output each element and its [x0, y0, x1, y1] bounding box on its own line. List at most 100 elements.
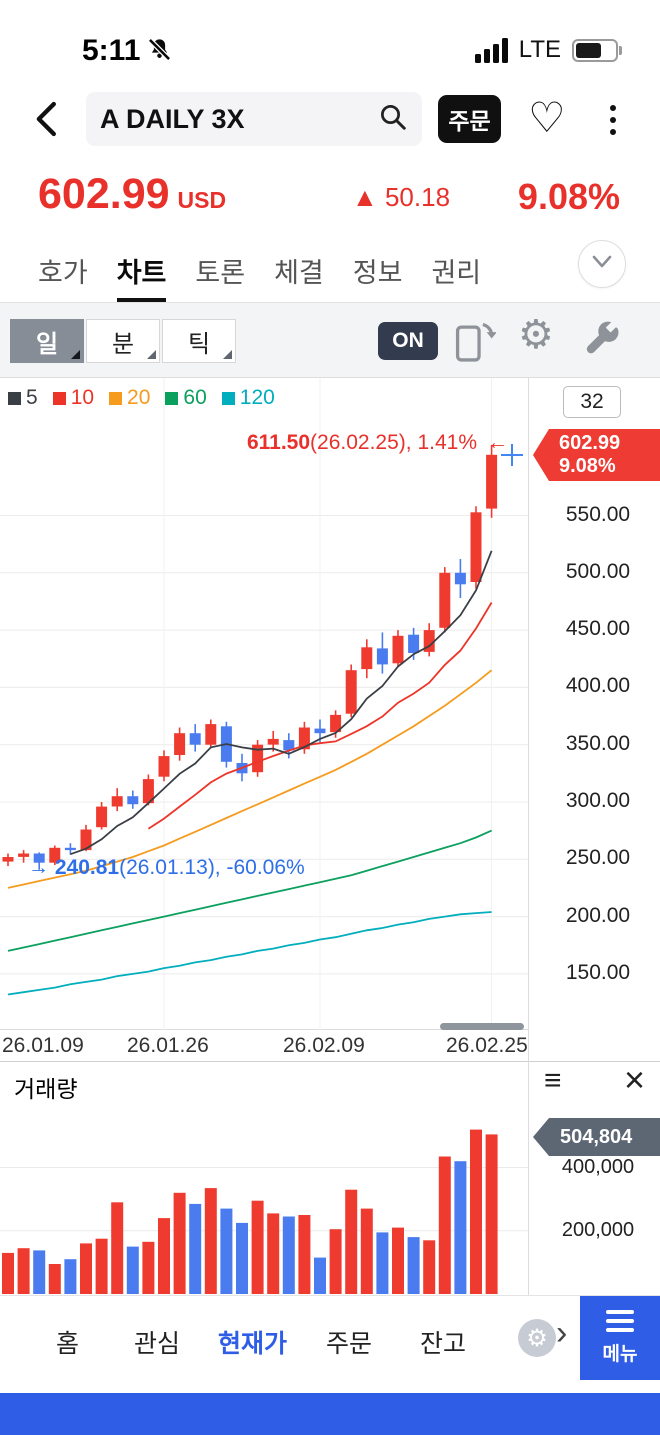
volume-bar [470, 1129, 482, 1294]
favorite-heart-icon[interactable]: ♡ [528, 94, 566, 141]
price-axis-label: 350.00 [565, 732, 631, 755]
ma120-line [7, 911, 492, 996]
more-menu-icon[interactable] [604, 99, 622, 141]
date-axis-label: 26.01.26 [127, 1034, 209, 1057]
order-button[interactable]: 주문 [438, 95, 501, 143]
price-chart-section: 5 10 20 60 120 32 611.50(26.02.25), 1.41… [0, 378, 660, 1062]
candle-body [2, 857, 14, 862]
volume-bar [314, 1257, 326, 1294]
price-axis-label: 450.00 [565, 617, 631, 640]
volume-bar [329, 1229, 342, 1294]
candle-body [314, 728, 326, 734]
price-axis-label: 400.00 [565, 674, 631, 697]
volume-chart-plot[interactable] [0, 1098, 528, 1294]
nav-order[interactable]: 주문 [326, 1330, 373, 1358]
home-indicator-strip [0, 1393, 660, 1435]
nav-balance[interactable]: 잔고 [420, 1330, 467, 1358]
candle-body [454, 572, 466, 585]
tab-hoga[interactable]: 호가 [38, 257, 88, 288]
ma20-line [7, 669, 493, 889]
interval-minute-button[interactable]: 분 [86, 319, 160, 363]
legend-swatch [165, 391, 179, 405]
price-chart-plot[interactable] [0, 378, 528, 1030]
interval-daily-button[interactable]: 일 [10, 319, 84, 363]
chevron-right-icon[interactable]: › [556, 1314, 568, 1352]
volume-bar [95, 1238, 108, 1294]
volume-bar [33, 1250, 46, 1294]
volume-bar [485, 1134, 498, 1294]
candle-body [111, 796, 123, 807]
status-bar: 5:11 LTE [0, 28, 660, 76]
back-button[interactable] [30, 100, 64, 138]
candle-body [361, 647, 373, 670]
volume-bar [189, 1203, 202, 1294]
volume-bar [2, 1252, 14, 1294]
legend-swatch [221, 391, 235, 405]
candle-body [189, 733, 201, 745]
left-arrow-icon: ← [487, 431, 508, 454]
price-axis-label: 200.00 [565, 904, 631, 927]
price-axis-label: 250.00 [565, 846, 631, 869]
volume-bar [236, 1222, 248, 1294]
volume-bar [407, 1237, 420, 1294]
ma60-line [7, 829, 492, 952]
volume-axis-label: 200,000 [561, 1219, 635, 1241]
candle-body [267, 738, 279, 745]
candle-body [205, 724, 217, 745]
tab-executions[interactable]: 체결 [274, 257, 324, 288]
nav-watchlist[interactable]: 관심 [134, 1330, 181, 1358]
ma10-line [147, 602, 493, 830]
date-axis-label: 26.01.09 [2, 1034, 84, 1057]
volume-pane-menu-icon[interactable]: ≡ [544, 1064, 562, 1097]
current-price-tag: 602.99 9.08% [533, 429, 660, 481]
tab-discussion[interactable]: 토론 [195, 257, 246, 288]
expand-tabs-button[interactable] [578, 240, 626, 288]
dropdown-corner-icon [223, 350, 232, 359]
price-axis-label: 550.00 [565, 503, 631, 526]
search-icon[interactable] [378, 102, 408, 137]
interval-tick-button[interactable]: 틱 [162, 319, 236, 363]
chart-toolbar: 일 분 틱 ON ⚙ [0, 302, 660, 378]
volume-bar [126, 1246, 139, 1294]
tools-wrench-icon[interactable] [580, 317, 622, 366]
rotate-screen-icon[interactable] [452, 317, 497, 370]
candle-count-badge: 32 [563, 386, 621, 418]
candle-body [439, 572, 451, 628]
network-type-label: LTE [518, 36, 561, 63]
price-axis: 550.00 500.00 450.00 400.00 350.00 300.00 250.… [528, 378, 660, 1030]
candle-body [142, 779, 154, 804]
settings-gear-icon[interactable]: ⚙ [518, 313, 554, 357]
nav-current-price[interactable]: 현재가 [218, 1330, 288, 1358]
dropdown-corner-icon [147, 350, 156, 359]
volume-bar [204, 1188, 217, 1294]
interval-selector: 일 분 틱 [10, 319, 236, 363]
volume-title: 거래량 [14, 1076, 78, 1102]
quick-settings-icon[interactable]: ⚙ [518, 1319, 556, 1357]
legend-ma120: 120 [221, 386, 275, 410]
hamburger-icon [606, 1310, 634, 1332]
low-price-annotation: → 240.81(26.01.13), -60.06% [28, 856, 305, 879]
menu-button[interactable]: 메뉴 [580, 1296, 660, 1380]
date-axis: 26.01.09 26.01.26 26.02.09 26.02.25 [0, 1034, 528, 1060]
indicator-on-toggle[interactable]: ON [378, 322, 438, 360]
candle-body [330, 714, 342, 733]
symbol-search-input[interactable]: A DAILY 3X [86, 92, 422, 146]
legend-swatch [109, 391, 123, 405]
volume-bar [376, 1232, 389, 1294]
tab-rights[interactable]: 권리 [431, 257, 482, 288]
chevron-down-icon [590, 254, 614, 275]
volume-bar [282, 1216, 295, 1294]
volume-pane-close-icon[interactable]: × [624, 1059, 646, 1100]
price-chart [0, 378, 528, 1030]
nav-home[interactable]: 홈 [56, 1330, 80, 1358]
candle-body [486, 454, 498, 509]
tab-chart[interactable]: 차트 [116, 238, 167, 302]
chart-scrollbar-thumb[interactable] [440, 1023, 524, 1030]
high-price-annotation: 611.50(26.02.25), 1.41% ← [246, 431, 508, 454]
tab-info[interactable]: 정보 [352, 257, 403, 288]
candle-body [80, 829, 92, 851]
current-price: 602.99 [38, 170, 170, 218]
volume-bar [438, 1156, 451, 1294]
candle-body [64, 847, 76, 851]
